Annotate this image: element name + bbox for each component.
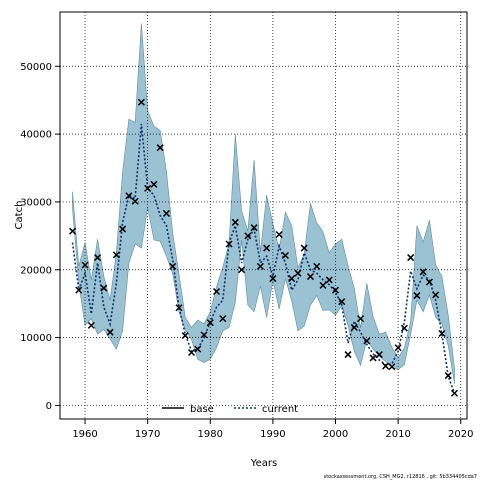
observed-point (238, 266, 246, 274)
x-axis-title: Years (250, 458, 277, 469)
y-tick-label: 50000 (20, 62, 52, 73)
observed-point (319, 281, 327, 289)
observed-point (394, 344, 402, 352)
legend-label-base: base (190, 404, 214, 415)
observed-point (187, 348, 196, 357)
observed-point (68, 227, 77, 235)
observed-point (382, 362, 390, 370)
x-tick-label: 2010 (385, 429, 410, 440)
observed-point (288, 275, 296, 283)
observed-point (325, 276, 333, 284)
observed-point (407, 254, 415, 262)
observed-point (425, 278, 433, 286)
observed-point (106, 328, 114, 336)
observed-point (438, 329, 446, 338)
observed-point (225, 240, 233, 248)
observed-point (300, 244, 308, 252)
x-tick-label: 1990 (260, 429, 285, 440)
observed-point (137, 98, 145, 106)
observed-point (169, 262, 177, 270)
observed-point (75, 286, 83, 294)
observed-point (388, 363, 396, 371)
observed-point (81, 261, 89, 269)
observed-point (369, 354, 377, 362)
observed-point (344, 351, 352, 359)
x-tick-label: 2000 (323, 429, 348, 440)
x-tick-label: 1960 (72, 429, 97, 440)
observed-point (100, 284, 108, 292)
observed-point (357, 315, 365, 323)
observed-point (175, 304, 183, 312)
observed-marker-layer (68, 98, 459, 397)
legend: base current (162, 404, 298, 415)
observed-point (87, 321, 95, 329)
observed-point (419, 268, 427, 276)
observed-point (200, 331, 208, 339)
observed-point (338, 298, 346, 306)
confidence-band (72, 23, 455, 384)
y-tick-label: 30000 (20, 197, 52, 208)
observed-point (144, 184, 152, 192)
x-tick-label: 2020 (448, 429, 473, 440)
observed-point (413, 292, 421, 300)
observed-point (269, 275, 277, 283)
observed-point (156, 144, 164, 152)
x-axis: 1960 1970 1980 1990 2000 2010 2020 (72, 419, 473, 440)
y-axis: 0 10000 20000 30000 40000 50000 (20, 62, 60, 412)
observed-point (94, 254, 102, 262)
plot-frame (59, 11, 468, 420)
observed-point (219, 315, 227, 323)
observed-point (231, 218, 239, 226)
y-axis-title: Catch (14, 201, 25, 230)
observed-point (350, 323, 358, 331)
observed-point (331, 286, 340, 294)
observed-point (244, 232, 252, 240)
observed-point (313, 262, 321, 270)
observed-point (275, 230, 283, 239)
observed-point (444, 372, 452, 380)
y-tick-label: 20000 (20, 265, 52, 276)
y-tick-label: 40000 (20, 130, 52, 141)
observed-point (375, 351, 383, 359)
observed-point (162, 209, 170, 217)
series-line-layer (71, 123, 456, 394)
observed-point (131, 197, 139, 205)
y-tick-label: 0 (46, 401, 52, 412)
confidence-band-layer (72, 23, 455, 384)
footer-credit: stockassessment.org, CSH_MG2, r12816 , g… (324, 474, 477, 480)
observed-point (256, 262, 264, 270)
observed-point (125, 192, 133, 200)
observed-point (400, 324, 408, 332)
observed-point (306, 273, 314, 281)
observed-point (119, 225, 127, 233)
observed-point (432, 291, 440, 299)
observed-point (450, 389, 459, 397)
observed-point (181, 332, 189, 340)
observed-point (112, 251, 120, 259)
observed-point (363, 337, 371, 345)
x-tick-label: 1970 (135, 429, 160, 440)
observed-point (281, 251, 289, 260)
observed-point (250, 224, 258, 232)
observed-point (213, 287, 221, 296)
observed-point (194, 345, 202, 353)
legend-label-current: current (262, 404, 298, 415)
y-tick-label: 10000 (20, 333, 52, 344)
observed-point (150, 180, 158, 188)
observed-point (263, 244, 271, 252)
observed-point (294, 269, 302, 277)
x-tick-label: 1980 (198, 429, 223, 440)
observed-point (206, 319, 214, 327)
series-line-current (71, 123, 456, 394)
